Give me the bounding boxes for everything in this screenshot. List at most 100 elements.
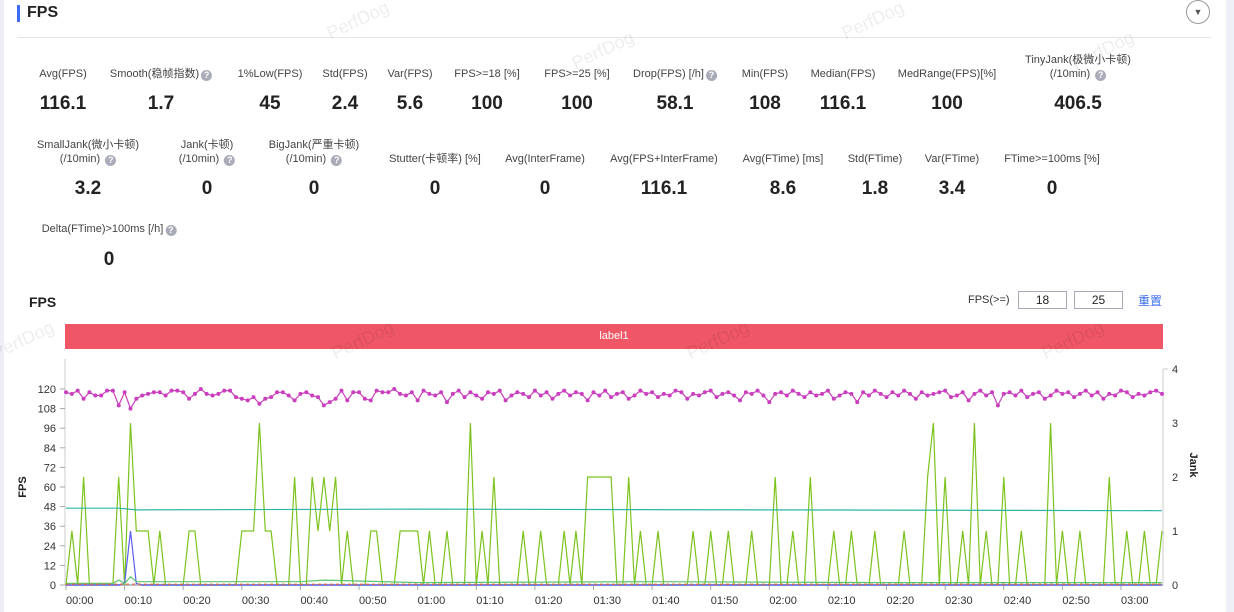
y-tick-label: 48 — [44, 502, 56, 514]
series-point — [222, 388, 227, 393]
series-point — [251, 395, 256, 400]
metric-value: 116.1 — [819, 93, 867, 114]
series-point — [339, 388, 344, 393]
help-icon[interactable]: ? — [165, 225, 177, 236]
series-point — [796, 391, 801, 396]
series-point — [81, 396, 86, 401]
metric-card: TinyJank(极微小卡顿) (/10min) ? 406.5 — [1025, 53, 1131, 114]
metric-label: FTime>=100ms [%] — [1004, 153, 1100, 165]
collapse-toggle-button[interactable]: ▼ — [1186, 0, 1210, 24]
metric-card: FTime>=100ms [%] 0 — [1004, 152, 1100, 199]
series-point — [392, 387, 397, 391]
series-point — [351, 390, 356, 395]
help-icon[interactable]: ? — [331, 155, 343, 166]
series-point — [925, 393, 930, 398]
series-point — [1001, 391, 1006, 396]
fps-threshold-input-1[interactable] — [1018, 291, 1067, 309]
series-point — [661, 391, 666, 396]
series-point — [902, 388, 907, 393]
metric-label-unit: (/10min) ? — [269, 152, 359, 166]
series-point — [128, 406, 133, 411]
metric-value: 3.4 — [938, 178, 966, 199]
metric-label: Std(FPS) — [322, 68, 368, 80]
series-point — [509, 393, 514, 398]
help-icon[interactable]: ? — [224, 155, 236, 166]
series-point — [468, 390, 473, 395]
scrollbar-track[interactable] — [1226, 0, 1234, 612]
series-point — [872, 388, 877, 393]
fps-threshold-input-2[interactable] — [1074, 291, 1123, 309]
divider — [17, 37, 1211, 38]
series-point — [1154, 388, 1159, 393]
y-tick-label: 72 — [44, 462, 56, 474]
series-point — [304, 390, 309, 395]
series-point — [954, 393, 959, 398]
metric-label: Var(FPS) — [387, 68, 433, 80]
series-point — [667, 393, 672, 398]
series-point — [1124, 390, 1129, 395]
series-point — [362, 396, 367, 401]
series-point — [861, 390, 866, 395]
help-icon[interactable]: ? — [705, 70, 717, 81]
help-icon[interactable]: ? — [201, 70, 213, 81]
series-point — [99, 393, 104, 398]
series-point — [1025, 395, 1030, 400]
metric-label: Avg(FTime) [ms] — [742, 153, 824, 165]
x-tick-label: 00:50 — [359, 595, 387, 607]
series-line-4 — [66, 575, 1162, 585]
y2-axis-title: Jank — [1187, 452, 1199, 478]
series-point — [515, 390, 520, 395]
series-point — [269, 395, 274, 400]
metric-label: SmallJank(微小卡顿) — [36, 139, 140, 151]
metric-label-unit: (/10min) ? — [1025, 67, 1131, 81]
series-point — [64, 390, 68, 395]
x-tick-label: 02:10 — [828, 595, 856, 607]
series-point — [960, 390, 965, 395]
series-point — [609, 395, 614, 400]
series-point — [990, 390, 995, 395]
metric-label: Jank(卡顿) — [180, 139, 234, 151]
series-point — [398, 391, 403, 396]
help-icon[interactable]: ? — [1095, 70, 1107, 81]
series-line-1 — [65, 422, 1163, 586]
series-point — [802, 395, 807, 400]
metric-label: Median(FPS) — [810, 68, 876, 80]
reset-link[interactable]: 重置 — [1138, 294, 1163, 308]
series-point — [75, 388, 80, 393]
series-point — [374, 388, 379, 393]
x-tick-label: 01:00 — [418, 595, 446, 607]
series-point — [896, 393, 901, 398]
series-point — [620, 390, 625, 395]
y2-tick-label: 2 — [1172, 472, 1178, 484]
y-tick-label: 96 — [44, 423, 56, 435]
series-point — [655, 395, 660, 400]
help-icon[interactable]: ? — [105, 155, 117, 166]
series-point — [380, 390, 385, 395]
metric-value: 58.1 — [656, 93, 694, 114]
series-point — [585, 398, 590, 403]
x-tick-label: 02:00 — [769, 595, 797, 607]
series-point — [855, 400, 860, 405]
metric-card: 1%Low(FPS) 45 — [238, 67, 303, 114]
metric-card: Delta(FTime)>100ms [/h]? 0 — [42, 222, 177, 270]
metric-value: 1.7 — [147, 93, 175, 114]
series-point — [357, 390, 362, 395]
metric-label: Avg(FPS+InterFrame) — [610, 153, 718, 165]
series-point — [1089, 393, 1094, 398]
series-point — [409, 390, 414, 395]
label-bar[interactable]: label1 — [65, 324, 1163, 349]
metric-card: Jank(卡顿) (/10min) ? 0 — [179, 138, 236, 199]
series-point — [1142, 393, 1147, 398]
metric-card: Stutter(卡顿率) [%] 0 — [389, 152, 481, 199]
x-tick-label: 03:00 — [1121, 595, 1149, 607]
metric-card: Smooth(稳帧指数)? 1.7 — [110, 67, 213, 114]
series-point — [105, 388, 110, 393]
series-point — [614, 391, 619, 396]
metric-label: TinyJank(极微小卡顿) — [1025, 54, 1131, 66]
series-point — [503, 398, 508, 403]
series-point — [943, 388, 948, 393]
fps-threshold-label: FPS(>=) — [968, 294, 1010, 306]
series-point — [597, 393, 602, 398]
metric-label: Delta(FTime)>100ms [/h]? — [42, 222, 177, 236]
